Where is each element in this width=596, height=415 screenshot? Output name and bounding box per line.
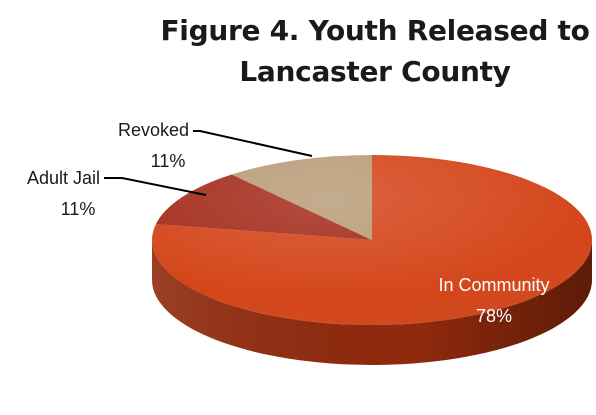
pie-leader-line-3 (193, 130, 313, 157)
pie-labels: In Community 78% Adult Jail 11% Revoked 11% (27, 120, 550, 326)
pie-value-label-1: 78% (476, 306, 512, 326)
pie-label-3: Revoked (118, 120, 189, 140)
pie-label-1: In Community (438, 275, 549, 295)
pie-leader-line-2 (104, 177, 207, 196)
chart-title: Figure 4. Youth Released to Lancaster Co… (140, 10, 596, 92)
pie-slices (152, 155, 593, 325)
chart-title-line-2: Lancaster County (239, 55, 511, 88)
pie-value-label-3: 11% (151, 151, 186, 171)
pie-label-2: Adult Jail (27, 168, 100, 188)
pie-value-label-2: 11% (61, 199, 96, 219)
chart-title-line-1: Figure 4. Youth Released to (160, 14, 590, 47)
pie-side-shade-1 (152, 240, 592, 365)
pie-top-highlight (152, 155, 592, 325)
pie-side-walls (152, 240, 592, 365)
